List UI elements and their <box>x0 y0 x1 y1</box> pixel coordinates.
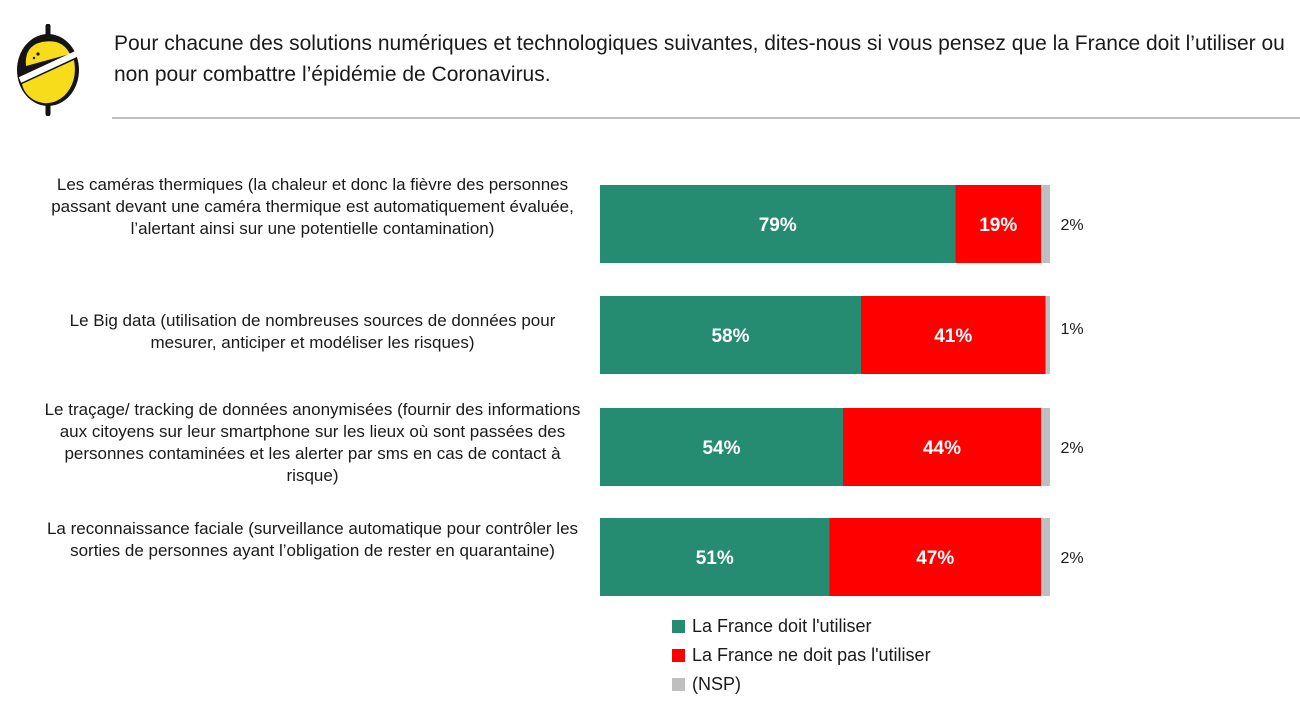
data-label: 47% <box>916 548 954 569</box>
data-label: 58% <box>711 326 749 347</box>
legend-item: La France ne doit pas l'utiliser <box>672 641 931 670</box>
legend-label: La France doit l'utiliser <box>692 616 872 636</box>
category-label: Les caméras thermiques (la chaleur et do… <box>51 175 574 238</box>
bar-segment <box>1045 296 1050 374</box>
category-label: Le Big data (utilisation de nombreuses s… <box>69 311 556 352</box>
legend-swatch <box>672 620 685 633</box>
title-divider <box>112 117 1300 119</box>
bar-segment <box>600 296 861 374</box>
data-label: 2% <box>1060 440 1083 457</box>
bar-segment <box>861 296 1046 374</box>
page-title: Pour chacune des solutions numériques et… <box>114 32 1285 86</box>
legend-item: (NSP) <box>672 670 931 699</box>
bar-segment <box>843 408 1041 486</box>
chart-legend: La France doit l'utiliser La France ne do… <box>672 612 931 699</box>
brand-logo-icon <box>17 24 79 116</box>
data-label: 51% <box>696 548 734 569</box>
legend-label: (NSP) <box>692 674 741 694</box>
data-label: 44% <box>923 438 961 459</box>
legend-item: La France doit l'utiliser <box>672 612 931 641</box>
bar-segment <box>829 518 1041 596</box>
data-label: 41% <box>934 326 972 347</box>
data-label: 19% <box>979 215 1017 236</box>
data-label: 2% <box>1060 550 1083 567</box>
legend-label: La France ne doit pas l'utiliser <box>692 645 931 665</box>
bar-segment <box>600 185 956 263</box>
legend-swatch <box>672 678 685 691</box>
bar-segment <box>600 408 843 486</box>
data-label: 79% <box>759 215 797 236</box>
category-label: La reconnaissance faciale (surveillance … <box>46 519 579 560</box>
bar-segment <box>1041 408 1050 486</box>
data-label: 54% <box>702 438 740 459</box>
data-label: 1% <box>1060 321 1083 338</box>
bar-segment <box>1041 518 1050 596</box>
data-label: 2% <box>1060 217 1083 234</box>
legend-swatch <box>672 649 685 662</box>
category-label: Le traçage/ tracking de données anonymis… <box>44 400 581 485</box>
bar-segment <box>1041 185 1050 263</box>
bar-segment <box>955 185 1041 263</box>
bar-segment <box>600 518 830 596</box>
